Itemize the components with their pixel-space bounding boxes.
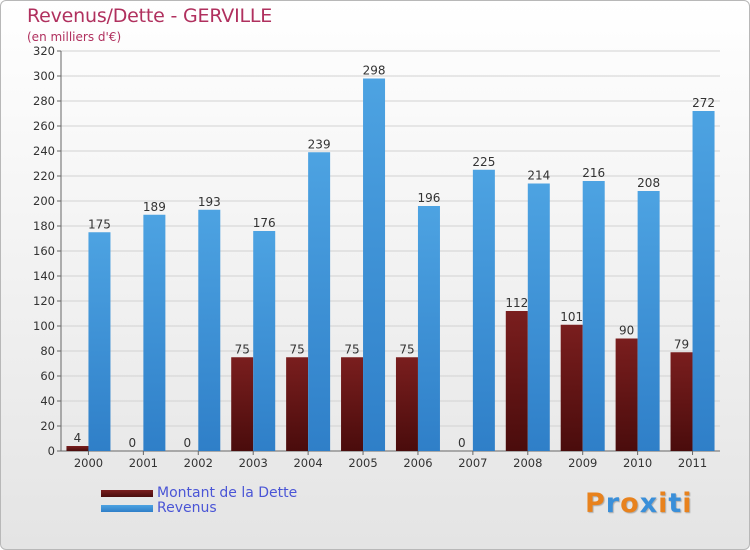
data-label-debt: 0: [458, 436, 466, 450]
data-label-debt: 75: [344, 342, 359, 356]
y-tick-label: 100: [33, 319, 55, 333]
data-label-debt: 0: [129, 436, 137, 450]
data-label-debt: 4: [74, 431, 82, 445]
bar-revenue: [582, 181, 605, 451]
bar-debt: [615, 338, 638, 451]
data-label-debt: 75: [235, 342, 250, 356]
data-label-debt: 75: [399, 342, 414, 356]
legend-swatch-debt: [101, 490, 153, 497]
y-tick-label: 200: [33, 194, 55, 208]
legend-label-debt: Montant de la Dette: [157, 485, 298, 501]
y-tick-label: 260: [33, 119, 55, 133]
y-tick-label: 140: [33, 269, 55, 283]
data-label-revenue: 239: [308, 137, 331, 151]
bar-debt: [395, 357, 418, 451]
bar-revenue: [363, 78, 386, 451]
y-tick-label: 60: [40, 369, 55, 383]
y-tick-label: 20: [40, 419, 55, 433]
legend-label-revenue: Revenus: [157, 500, 217, 516]
x-tick-label: 2000: [74, 456, 103, 470]
data-label-debt: 75: [289, 342, 304, 356]
data-label-revenue: 216: [582, 166, 605, 180]
x-tick-label: 2010: [623, 456, 652, 470]
x-tick-label: 2007: [458, 456, 487, 470]
bar-debt: [560, 324, 583, 451]
x-tick-label: 2005: [348, 456, 377, 470]
bar-revenue: [692, 111, 715, 451]
y-tick-label: 220: [33, 169, 55, 183]
bar-revenue: [527, 183, 550, 451]
bar-debt: [286, 357, 309, 451]
data-label-revenue: 272: [692, 96, 715, 110]
y-tick-label: 0: [48, 444, 55, 458]
data-label-revenue: 193: [198, 195, 221, 209]
y-tick-label: 300: [33, 69, 55, 83]
x-tick-label: 2009: [568, 456, 597, 470]
data-label-debt: 90: [619, 324, 634, 338]
legend-swatch-revenue: [101, 505, 153, 512]
x-tick-label: 2003: [239, 456, 268, 470]
bar-revenue: [198, 209, 221, 451]
bar-revenue: [88, 232, 111, 451]
data-label-revenue: 214: [527, 169, 550, 183]
y-tick-label: 180: [33, 219, 55, 233]
data-label-debt: 101: [560, 310, 583, 324]
y-tick-label: 120: [33, 294, 55, 308]
data-label-revenue: 208: [637, 176, 660, 190]
data-label-revenue: 176: [253, 216, 276, 230]
bar-revenue: [143, 214, 166, 451]
x-tick-label: 2011: [678, 456, 707, 470]
data-label-debt: 79: [674, 337, 689, 351]
data-label-debt: 112: [505, 296, 528, 310]
y-tick-label: 240: [33, 144, 55, 158]
data-label-debt: 0: [183, 436, 191, 450]
bar-revenue: [417, 206, 440, 451]
x-tick-label: 2004: [293, 456, 322, 470]
y-tick-label: 80: [40, 344, 55, 358]
data-label-revenue: 175: [88, 217, 111, 231]
bar-revenue: [308, 152, 331, 451]
x-tick-label: 2001: [129, 456, 158, 470]
data-label-revenue: 189: [143, 200, 166, 214]
bar-debt: [231, 357, 254, 451]
proxiti-logo: Proxiti: [585, 488, 693, 519]
x-tick-label: 2006: [403, 456, 432, 470]
data-label-revenue: 196: [418, 191, 441, 205]
chart-title: Revenus/Dette - GERVILLE: [27, 5, 273, 27]
bar-revenue: [253, 231, 276, 451]
data-label-revenue: 225: [472, 155, 495, 169]
y-tick-label: 280: [33, 94, 55, 108]
y-tick-label: 160: [33, 244, 55, 258]
x-tick-label: 2002: [184, 456, 213, 470]
bar-revenue: [637, 191, 660, 451]
x-tick-label: 2008: [513, 456, 542, 470]
bar-debt: [66, 446, 89, 451]
y-tick-label: 320: [33, 44, 55, 58]
bar-debt: [670, 352, 693, 451]
bar-revenue: [472, 169, 495, 451]
chart-subtitle: (en milliers d'€): [27, 30, 122, 44]
bar-debt: [341, 357, 364, 451]
data-label-revenue: 298: [363, 64, 386, 78]
bar-debt: [505, 311, 528, 451]
y-tick-label: 40: [40, 394, 55, 408]
